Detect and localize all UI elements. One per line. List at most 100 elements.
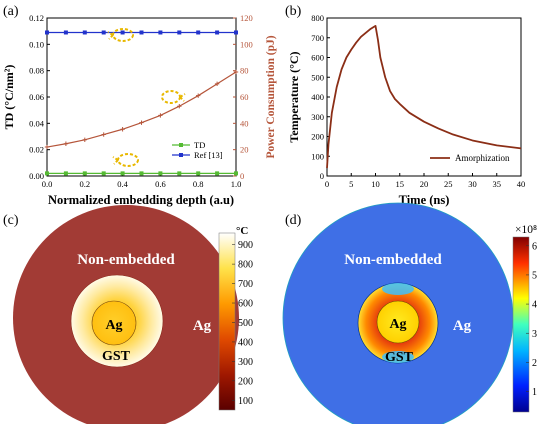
gst-ring-cool-top <box>382 283 414 295</box>
label-non-embedded: Non-embedded <box>77 252 175 268</box>
panel-a-xlabel: Normalized embedding depth (a.u) <box>48 193 234 207</box>
colorbar-tick-label: 700 <box>238 279 253 290</box>
colorbar-tick-label: 1 <box>532 387 537 398</box>
y-tick-label: 0.02 <box>29 145 44 155</box>
series-ref-point <box>158 30 163 35</box>
series-td-point <box>45 171 49 176</box>
panel-c: (c) Non-embedded Ag Ag GST °C 100 200 300 4… <box>3 205 253 424</box>
y2-tick-label: 0 <box>240 171 244 181</box>
x-tick-label: 0.0 <box>42 179 53 189</box>
ag-core <box>91 300 137 346</box>
x-tick-label: 20 <box>420 179 429 189</box>
colorbar-tick-label: 300 <box>238 357 253 368</box>
legend-td-marker <box>179 143 183 147</box>
x-tick-label: 25 <box>444 179 453 189</box>
colorbar-tick-label: 4 <box>532 300 537 311</box>
series-td-point <box>234 171 238 176</box>
x-tick-label: 0.6 <box>155 179 166 189</box>
x-tick-label: 10 <box>371 179 380 189</box>
colorbar-tick-label: 2 <box>532 358 537 369</box>
series-power-point <box>196 93 201 98</box>
series-td-point <box>139 171 144 176</box>
y2-tick-label: 80 <box>240 66 249 76</box>
series-td-point <box>63 171 68 176</box>
series-ref-point <box>139 30 144 35</box>
yellow-arrow-icon <box>161 90 186 104</box>
colorbar-intensity-ticks: 1 2 3 4 5 6 <box>526 241 537 398</box>
y-tick-label: 500 <box>311 72 324 82</box>
colorbar-tick-label: 900 <box>238 240 253 251</box>
series-ref-point <box>82 30 87 35</box>
panel-b-ylabel: Temperature (°C) <box>287 51 301 142</box>
legend-ref-label: Ref [13] <box>194 150 223 160</box>
series-power-point <box>139 120 144 125</box>
gst-ring-cool-bottom <box>382 351 414 363</box>
panel-b: (b) 0 5 10 15 20 25 30 35 4001002003004005006007… <box>285 4 525 207</box>
x-tick-label: 1.0 <box>231 179 242 189</box>
yellow-arrow-icon <box>107 28 134 42</box>
y-tick-label: 0.06 <box>29 92 44 102</box>
y2-tick-label: 40 <box>240 118 249 128</box>
colorbar-tick-label: 200 <box>238 376 253 387</box>
panel-a-series <box>44 30 239 176</box>
label-ag-core: Ag <box>389 317 406 332</box>
x-tick-label: 0.2 <box>79 179 90 189</box>
y-tick-label: 0.12 <box>29 13 44 23</box>
series-power-point <box>63 141 69 146</box>
series-ref-point <box>196 30 201 35</box>
panel-d: (d) Non-embedded Ag Ag GST ×10⁸ 1 2 3 4 5 6 <box>282 202 537 424</box>
panel-b-legend: Amorphization <box>430 153 510 163</box>
x-tick-label: 35 <box>493 179 502 189</box>
legend-amorphization-label: Amorphization <box>455 153 510 163</box>
series-ref-point <box>101 30 106 35</box>
panel-a-ylabel: TD (°C/nm²) <box>2 65 16 130</box>
series-td-point <box>215 171 220 176</box>
colorbar-intensity-unit: ×10⁸ <box>515 224 537 236</box>
yellow-arrow-icon <box>112 153 139 167</box>
panel-a-y2label: Power Consumption (pJ) <box>265 35 277 158</box>
x-tick-label: 0 <box>325 179 329 189</box>
colorbar-temperature-ticks: 100 200 300 400 500 600 700 800 900 <box>232 240 253 407</box>
colorbar-tick-label: 3 <box>532 329 537 340</box>
y2-tick-label: 20 <box>240 145 249 155</box>
colorbar-tick-label: 5 <box>532 270 537 281</box>
y-tick-label: 100 <box>311 151 324 161</box>
y-tick-label: 700 <box>311 33 324 43</box>
series-ref-point <box>45 30 49 35</box>
series-td-point <box>101 171 106 176</box>
y-tick-label: 300 <box>311 112 324 122</box>
y2-tick-label: 60 <box>240 92 249 102</box>
y-tick-label: 800 <box>311 13 324 23</box>
series-ref-point <box>215 30 220 35</box>
series-td-point <box>120 171 125 176</box>
series-power-line <box>46 71 237 148</box>
series-power-point <box>120 127 125 132</box>
series-power-point <box>177 104 182 109</box>
x-tick-label: 30 <box>468 179 477 189</box>
x-tick-label: 5 <box>349 179 353 189</box>
series-power-point <box>44 144 50 150</box>
series-power-point <box>214 81 220 87</box>
label-ag-outer: Ag <box>193 318 212 334</box>
x-tick-label: 0.4 <box>117 179 128 189</box>
panel-a-legend: TD Ref [13] <box>172 140 223 160</box>
series-ref-point <box>177 30 182 35</box>
series-power-point <box>101 132 106 137</box>
label-ag-core: Ag <box>105 318 122 333</box>
label-gst: GST <box>385 350 414 365</box>
y-tick-label: 600 <box>311 53 324 63</box>
x-tick-label: 15 <box>396 179 405 189</box>
colorbar-temperature-unit: °C <box>236 225 248 237</box>
series-td-point <box>196 171 201 176</box>
x-tick-label: 40 <box>517 179 526 189</box>
series-power-point <box>158 113 163 118</box>
colorbar-tick-label: 6 <box>532 241 537 252</box>
series-ref-point <box>63 30 68 35</box>
panel-a-label: (a) <box>3 4 19 19</box>
colorbar-tick-label: 100 <box>238 396 253 407</box>
ag-core <box>376 300 420 344</box>
label-gst: GST <box>102 349 131 364</box>
y-tick-label: 0.08 <box>29 66 44 76</box>
series-power-point <box>82 137 87 142</box>
